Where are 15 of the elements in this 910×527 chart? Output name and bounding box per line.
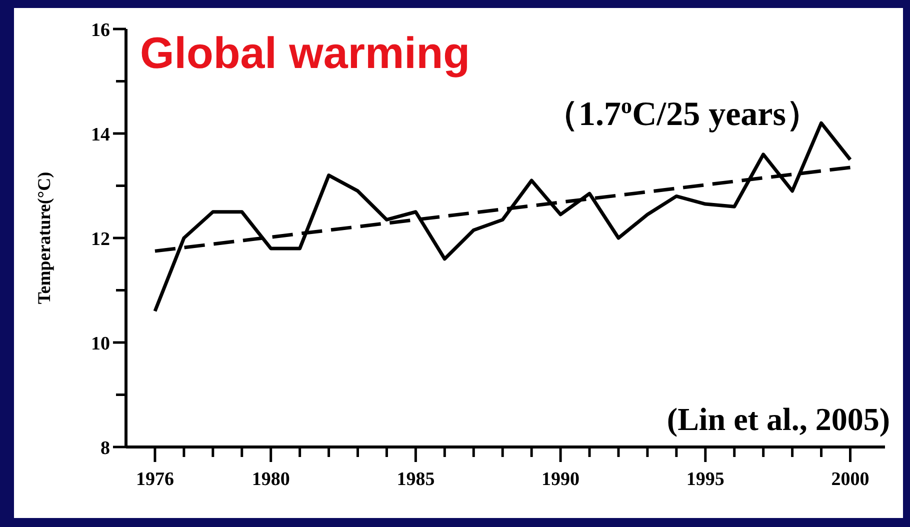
x-tick-label: 1976 bbox=[136, 469, 174, 490]
y-tick-label: 8 bbox=[100, 438, 110, 459]
y-tick-label: 16 bbox=[91, 20, 110, 41]
x-tick-label: 1990 bbox=[542, 469, 580, 490]
chart-title: Global warming bbox=[140, 29, 470, 78]
x-tick-label: 1985 bbox=[396, 469, 435, 490]
y-tick-label: 14 bbox=[91, 124, 110, 146]
annotation: (Lin et al., 2005) bbox=[666, 401, 890, 437]
text: （1.7$^{o}$C/25 years） bbox=[544, 92, 820, 133]
x-tick-label: 2000 bbox=[831, 469, 870, 490]
y-axis-title: Temperature(°C) bbox=[34, 172, 54, 304]
y-tick-label: 10 bbox=[91, 334, 110, 354]
x-tick-label: 1995 bbox=[686, 469, 724, 490]
y-tick-label: 12 bbox=[91, 229, 110, 250]
x-tick-label: 1980 bbox=[252, 469, 290, 490]
